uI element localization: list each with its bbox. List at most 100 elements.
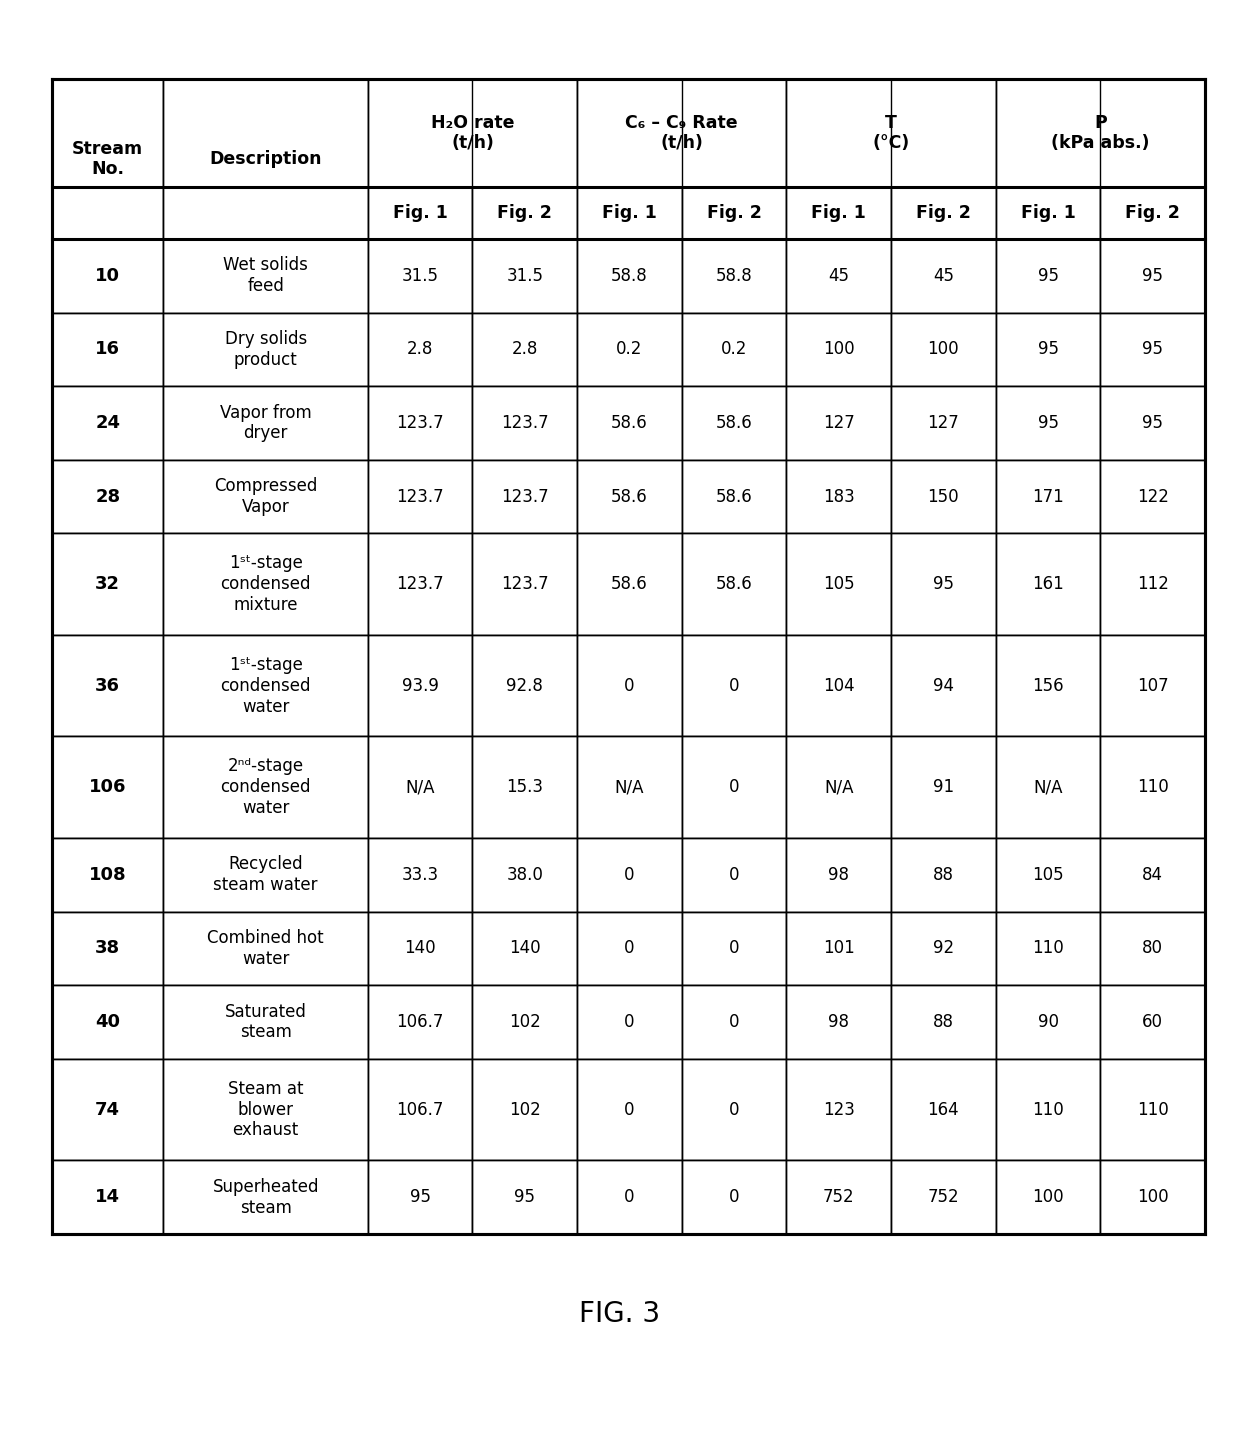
Bar bbox=[996, 1059, 1100, 1160]
Text: 98: 98 bbox=[828, 1013, 849, 1032]
Bar bbox=[52, 635, 164, 737]
Bar bbox=[1100, 460, 1205, 534]
Bar bbox=[1100, 635, 1205, 737]
Bar bbox=[892, 912, 996, 986]
Bar bbox=[996, 187, 1100, 239]
Text: 107: 107 bbox=[1137, 676, 1168, 695]
Bar bbox=[164, 1059, 368, 1160]
Bar bbox=[892, 312, 996, 386]
Bar bbox=[786, 635, 892, 737]
Text: 90: 90 bbox=[1038, 1013, 1059, 1032]
Bar bbox=[1100, 1059, 1205, 1160]
Text: 110: 110 bbox=[1032, 1101, 1064, 1118]
Bar bbox=[164, 312, 368, 386]
Text: 123.7: 123.7 bbox=[397, 414, 444, 432]
Text: 0: 0 bbox=[624, 1189, 635, 1206]
Text: 140: 140 bbox=[404, 940, 436, 957]
Bar bbox=[892, 460, 996, 534]
Bar bbox=[786, 837, 892, 912]
Text: 100: 100 bbox=[823, 341, 854, 358]
Text: 95: 95 bbox=[409, 1189, 430, 1206]
Bar bbox=[368, 187, 472, 239]
Bar bbox=[1100, 737, 1205, 837]
Text: 58.6: 58.6 bbox=[611, 488, 647, 505]
Bar bbox=[472, 187, 577, 239]
Bar bbox=[368, 534, 472, 635]
Bar bbox=[996, 986, 1100, 1059]
Text: Compressed
Vapor: Compressed Vapor bbox=[215, 478, 317, 517]
Bar bbox=[682, 460, 786, 534]
Text: FIG. 3: FIG. 3 bbox=[579, 1299, 661, 1328]
Text: 100: 100 bbox=[1137, 1189, 1168, 1206]
Text: 0.2: 0.2 bbox=[616, 341, 642, 358]
Bar bbox=[164, 737, 368, 837]
Text: 752: 752 bbox=[823, 1189, 854, 1206]
Text: C₆ – C₉ Rate
(t/h): C₆ – C₉ Rate (t/h) bbox=[625, 114, 738, 153]
Bar bbox=[577, 912, 682, 986]
Bar bbox=[682, 986, 786, 1059]
Bar bbox=[577, 386, 682, 460]
Bar bbox=[368, 986, 472, 1059]
Bar bbox=[1100, 386, 1205, 460]
Bar bbox=[52, 534, 164, 635]
Text: Steam at
blower
exhaust: Steam at blower exhaust bbox=[228, 1079, 304, 1140]
Bar bbox=[164, 79, 368, 239]
Bar bbox=[682, 837, 786, 912]
Bar bbox=[577, 1059, 682, 1160]
Bar bbox=[577, 737, 682, 837]
Text: 31.5: 31.5 bbox=[506, 266, 543, 285]
Text: 0: 0 bbox=[729, 940, 739, 957]
Bar bbox=[786, 460, 892, 534]
Text: 100: 100 bbox=[1032, 1189, 1064, 1206]
Bar bbox=[682, 1059, 786, 1160]
Text: Fig. 2: Fig. 2 bbox=[916, 204, 971, 222]
Text: Fig. 1: Fig. 1 bbox=[811, 204, 867, 222]
Bar bbox=[368, 912, 472, 986]
Text: 0: 0 bbox=[729, 676, 739, 695]
Text: 0: 0 bbox=[624, 676, 635, 695]
Text: 123.7: 123.7 bbox=[501, 414, 548, 432]
Text: Dry solids
product: Dry solids product bbox=[224, 330, 306, 368]
Text: 122: 122 bbox=[1137, 488, 1168, 505]
Text: 123.7: 123.7 bbox=[501, 576, 548, 593]
Bar bbox=[786, 1059, 892, 1160]
Bar bbox=[577, 837, 682, 912]
Bar bbox=[682, 187, 786, 239]
Bar bbox=[577, 239, 682, 312]
Text: 93.9: 93.9 bbox=[402, 676, 439, 695]
Bar bbox=[52, 386, 164, 460]
Bar bbox=[577, 312, 682, 386]
Text: 1ˢᵗ-stage
condensed
mixture: 1ˢᵗ-stage condensed mixture bbox=[221, 554, 311, 614]
Bar bbox=[368, 312, 472, 386]
Text: Wet solids
feed: Wet solids feed bbox=[223, 256, 308, 295]
Bar bbox=[1100, 239, 1205, 312]
Bar bbox=[472, 534, 577, 635]
Text: Combined hot
water: Combined hot water bbox=[207, 930, 324, 968]
Bar bbox=[786, 312, 892, 386]
Text: 106.7: 106.7 bbox=[397, 1013, 444, 1032]
Bar bbox=[368, 1059, 472, 1160]
Text: 95: 95 bbox=[1038, 266, 1059, 285]
Text: 102: 102 bbox=[508, 1101, 541, 1118]
Text: Saturated
steam: Saturated steam bbox=[224, 1003, 306, 1042]
Text: P
(kPa abs.): P (kPa abs.) bbox=[1052, 114, 1149, 153]
Text: 156: 156 bbox=[1032, 676, 1064, 695]
Text: T
(°C): T (°C) bbox=[873, 114, 910, 153]
Bar bbox=[892, 837, 996, 912]
Bar bbox=[892, 986, 996, 1059]
Text: 0: 0 bbox=[624, 940, 635, 957]
Bar bbox=[786, 239, 892, 312]
Text: 91: 91 bbox=[932, 778, 954, 796]
Text: 36: 36 bbox=[95, 676, 120, 695]
Text: 88: 88 bbox=[932, 1013, 954, 1032]
Bar bbox=[52, 79, 164, 239]
Bar bbox=[996, 635, 1100, 737]
Text: 95: 95 bbox=[1142, 266, 1163, 285]
Text: 58.6: 58.6 bbox=[715, 414, 753, 432]
Text: 58.6: 58.6 bbox=[715, 576, 753, 593]
Text: 0: 0 bbox=[729, 866, 739, 884]
Bar bbox=[577, 635, 682, 737]
Bar bbox=[52, 1160, 164, 1235]
Text: 123.7: 123.7 bbox=[501, 488, 548, 505]
Bar bbox=[1100, 1160, 1205, 1235]
